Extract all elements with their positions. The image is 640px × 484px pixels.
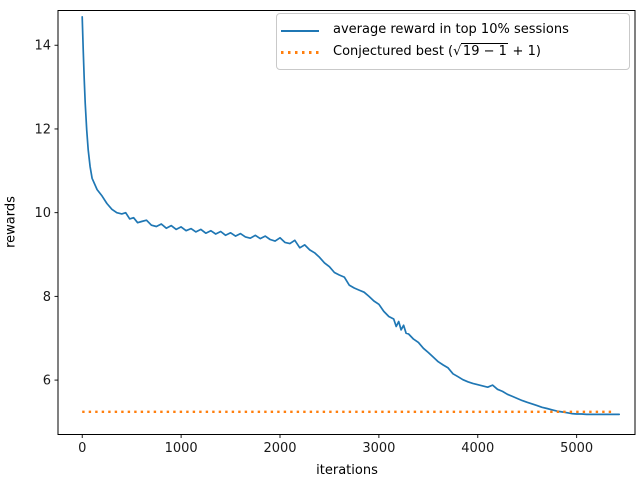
legend-line-sample-dotted — [281, 51, 319, 54]
legend-label-conjectured-best: Conjectured best (√ 19 − 1 + 1) — [333, 43, 541, 60]
x-tick-label: 3000 — [362, 441, 395, 456]
solid-line-swatch-icon — [281, 29, 319, 32]
x-tick-label: 5000 — [560, 441, 593, 456]
legend-label-suffix: + 1) — [508, 44, 541, 60]
sqrt-radicand: 19 − 1 — [461, 43, 509, 60]
legend-label-average-reward: average reward in top 10% sessions — [333, 22, 569, 38]
dotted-line-swatch-icon — [281, 51, 319, 54]
y-tick-label: 10 — [34, 206, 51, 221]
x-tick-label: 1000 — [165, 441, 198, 456]
x-axis-label: iterations — [316, 463, 378, 478]
x-tick-label: 4000 — [461, 441, 494, 456]
legend-line-sample-solid — [281, 29, 319, 32]
y-tick-label: 14 — [34, 39, 51, 54]
legend: average reward in top 10% sessions Conje… — [276, 13, 630, 70]
legend-item-average-reward: average reward in top 10% sessions — [281, 20, 621, 41]
x-tick-label: 0 — [78, 441, 86, 456]
series-line-average-reward — [81, 15, 621, 416]
plot-frame — [57, 10, 636, 435]
legend-label-prefix: Conjectured best (√ — [333, 44, 462, 60]
x-tick-label: 2000 — [263, 441, 296, 456]
y-tick-label: 8 — [43, 290, 51, 305]
legend-item-conjectured-best: Conjectured best (√ 19 − 1 + 1) — [281, 42, 621, 63]
y-axis-label: rewards — [3, 196, 19, 248]
y-tick-label: 12 — [34, 122, 51, 137]
y-tick-label: 6 — [43, 374, 51, 389]
